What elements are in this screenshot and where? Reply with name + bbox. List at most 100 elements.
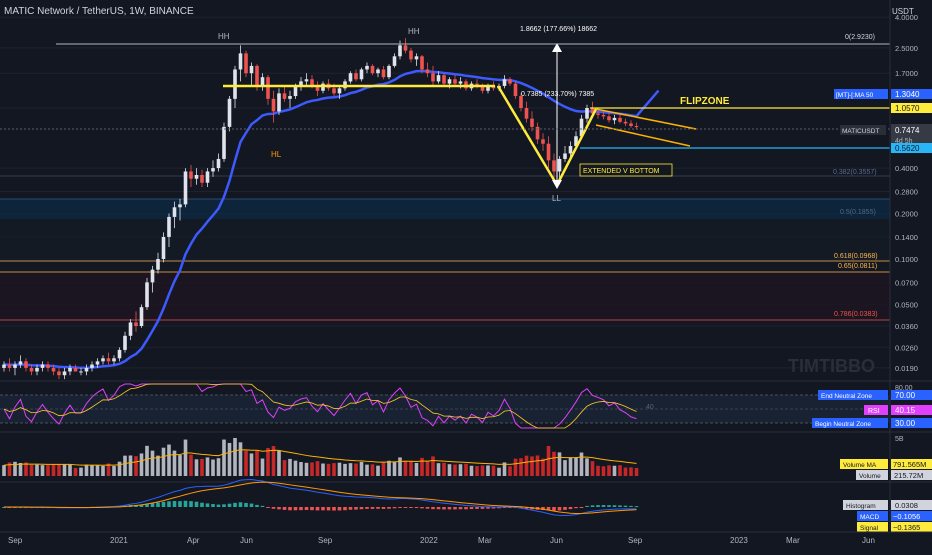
macd-hist-bar (420, 507, 424, 509)
volume-bar (552, 451, 556, 476)
end-neutral-label: End Neutral Zone (821, 393, 872, 400)
macd-hist-bar (178, 501, 182, 507)
volume-bar (205, 457, 210, 476)
rsi-pane (0, 383, 890, 429)
volume-bar (601, 466, 606, 476)
macd-value: −0.1056 (893, 512, 920, 521)
time-axis-ticks[interactable]: Sep 2021 Apr Jun Sep 2022 Mar Jun Sep 2023 Mar Jun (8, 536, 875, 545)
volume-ma-value: 791.565M (893, 460, 926, 469)
volume-bar (370, 464, 375, 476)
macd-hist-bar (167, 501, 171, 507)
macd-hist-bar (238, 502, 243, 507)
candle-body (574, 136, 578, 147)
candle-body (211, 168, 215, 172)
candle-body (365, 65, 369, 70)
volume-bar (266, 447, 270, 476)
volume-bar (365, 464, 369, 476)
volume-bar (7, 462, 12, 476)
volume-bar (508, 466, 512, 476)
last-price-value: 0.7474 (895, 126, 920, 135)
volume-bar (563, 460, 567, 476)
candle-body (2, 364, 6, 368)
fib-label-065: 0.65(0.0811) (838, 263, 877, 270)
volume-bar (403, 460, 408, 476)
price-tick-label: 1.7000 (895, 69, 918, 78)
price-axis-ticks[interactable]: 4.00002.50001.70001.00000.40000.28000.20… (895, 13, 918, 373)
volume-bar (200, 458, 204, 476)
rsi-label-box (864, 405, 888, 415)
price-tick-label: 4.0000 (895, 13, 918, 22)
volume-bar (480, 465, 485, 476)
histogram-value: 0.0308 (895, 501, 918, 510)
candle-body (535, 126, 540, 140)
candle-body (255, 65, 259, 86)
macd-hist-bar (579, 507, 584, 508)
volume-bar (51, 464, 56, 476)
macd-hist-bar (618, 505, 622, 507)
candle-body (414, 56, 419, 60)
candle-body (128, 322, 133, 336)
macd-hist-bar (480, 507, 485, 509)
volume-bar (530, 456, 534, 476)
candle-body (486, 85, 490, 91)
macd-hist-bar (524, 507, 529, 509)
macd-hist-bar (150, 502, 155, 507)
volume-bar (491, 465, 496, 476)
rsi-value: 40.15 (895, 406, 916, 415)
histogram-label: Histogram (846, 503, 876, 510)
macd-hist-bar (222, 504, 226, 507)
hh-label-1: HH (218, 32, 230, 41)
candle-body (277, 93, 281, 112)
candle-body (13, 364, 17, 368)
volume-bar (249, 453, 254, 476)
candle-body (425, 69, 430, 74)
candle-body (590, 108, 595, 114)
macd-hist-bar (315, 507, 320, 511)
candle-body (150, 269, 155, 283)
volume-bar (211, 459, 215, 476)
volume-bar (585, 458, 589, 476)
candle-body (310, 79, 314, 86)
range-mid-label: 0.7385 (233.70%) 7385 (521, 91, 594, 98)
macd-hist-bar (601, 505, 606, 507)
ma50-value-box (891, 89, 932, 99)
macd-hist-bar (596, 505, 600, 507)
macd-hist-bar (508, 507, 512, 508)
candle-body (35, 367, 39, 372)
candle-body (101, 358, 105, 362)
macd-hist-bar (343, 507, 347, 511)
candle-body (524, 108, 529, 119)
fib-label-0618: 0.618(0.0968) (834, 253, 878, 260)
macd-hist-bar (557, 507, 562, 511)
volume-bar (57, 464, 61, 476)
hh-label-2: HH (408, 27, 420, 36)
candle-body (458, 81, 463, 84)
volume-bar (618, 465, 622, 476)
candle-body (480, 85, 485, 91)
volume-bar (101, 465, 105, 476)
volume-bar (156, 455, 160, 476)
macd-hist-bar (552, 507, 556, 511)
volume-bar (139, 453, 144, 476)
hl-label: HL (271, 150, 282, 159)
price-tick-label: 0.1400 (895, 233, 918, 242)
volume-label: Volume (859, 473, 881, 480)
candle-body (95, 361, 100, 365)
volume-bar (167, 444, 171, 476)
candle-body (359, 69, 364, 80)
candle-body (436, 75, 441, 82)
volume-bar (84, 464, 89, 476)
macd-hist-bar (205, 503, 210, 507)
volume-bar (24, 462, 28, 476)
support-value: 0.5620 (895, 144, 920, 153)
volume-bar (194, 459, 199, 476)
time-tick-label: Mar (478, 536, 492, 545)
ma50-value: 1.3040 (895, 90, 920, 99)
candle-body (337, 88, 342, 94)
candle-body (596, 113, 600, 115)
candle-body (607, 116, 611, 121)
candle-body (57, 371, 61, 376)
volume-bar (398, 457, 402, 476)
candle-body (579, 118, 584, 137)
